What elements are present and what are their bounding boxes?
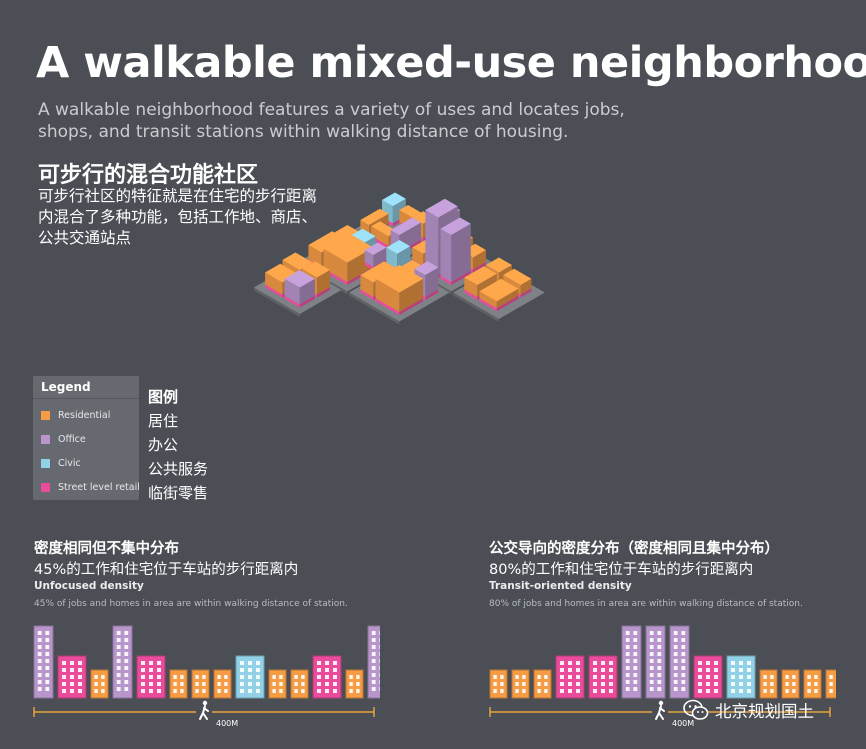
residential-building: [479, 278, 519, 312]
legend-item-label: Civic: [58, 457, 81, 469]
legend-item-label: Residential: [58, 409, 111, 421]
res-building-icon: [511, 669, 530, 699]
street-block-edge: [253, 287, 300, 317]
watermark: 北京规划国土: [683, 698, 814, 722]
transit-skyline: 400M: [489, 625, 836, 728]
res-building-icon: [90, 669, 109, 699]
res-building-icon: [290, 669, 309, 699]
residential-swatch: [41, 410, 50, 420]
wechat-icon: [683, 699, 709, 720]
retail-building-icon: [693, 655, 723, 699]
street-block-edge: [349, 292, 400, 325]
res-building-icon: [533, 669, 552, 699]
street-block-edge: [453, 292, 499, 322]
legend-cn-item: 临街零售: [148, 484, 209, 502]
legend-cn-item: 办公: [148, 436, 179, 454]
cn-title: 可步行的混合功能社区: [38, 163, 259, 188]
page-title: A walkable mixed-use neighborhood: [36, 38, 866, 88]
unfocused-cn-title: 密度相同但不集中分布: [34, 541, 179, 557]
res-building-icon: [169, 669, 188, 699]
residential-building: [375, 265, 424, 315]
legend-cn-item: 居住: [148, 412, 179, 430]
office-building: [284, 270, 315, 308]
res-building-icon: [268, 669, 287, 699]
legend-item-residential: Residential: [41, 408, 110, 422]
legend-title: Legend: [33, 376, 139, 399]
legend-item-label: Office: [58, 433, 86, 445]
legend: Legend Residential Office Civic Street l…: [33, 376, 140, 500]
office-building-icon: [112, 625, 133, 699]
office-swatch: [41, 434, 50, 444]
unfocused-skyline: 400M: [33, 625, 380, 728]
distance-label: 400M: [216, 719, 238, 728]
office-building: [440, 217, 471, 285]
legend-item-retail: Street level retail: [41, 480, 140, 494]
transit-cn-subtitle: 80%的工作和住宅位于车站的步行距离内: [489, 562, 754, 578]
res-building-icon: [489, 669, 508, 699]
buildings: [265, 192, 532, 315]
res-building-icon: [803, 669, 822, 699]
unfocused-cn-subtitle: 45%的工作和住宅位于车站的步行距离内: [34, 562, 299, 578]
unfocused-en-note: 45% of jobs and homes in area are within…: [34, 599, 348, 609]
res-building-icon: [781, 669, 800, 699]
res-building-icon: [759, 669, 778, 699]
office-building-icon: [669, 625, 690, 699]
civic-swatch: [41, 458, 50, 468]
retail-building-icon: [57, 655, 87, 699]
res-building-icon: [345, 669, 364, 699]
office-building-icon: [621, 625, 642, 699]
office-building-icon: [645, 625, 666, 699]
transit-en-title: Transit-oriented density: [489, 580, 632, 592]
civic-building-icon: [726, 655, 756, 699]
walking-person-icon: [652, 700, 668, 720]
legend-cn-item: 公共服务: [148, 460, 209, 478]
transit-en-note: 80% of jobs and homes in area are within…: [489, 599, 803, 609]
watermark-text: 北京规划国土: [715, 702, 814, 721]
civic-building-icon: [235, 655, 265, 699]
legend-cn-title: 图例: [148, 388, 179, 406]
walking-person-icon: [196, 700, 212, 720]
retail-building-icon: [588, 655, 618, 699]
res-building-icon: [825, 669, 836, 699]
legend-item-office: Office: [41, 432, 86, 446]
res-building-icon: [191, 669, 210, 699]
retail-swatch: [41, 482, 50, 492]
retail-building-icon: [136, 655, 166, 699]
unfocused-en-title: Unfocused density: [34, 580, 144, 592]
office-building-icon: [367, 625, 380, 699]
isometric-neighborhood-illustration: [253, 192, 545, 325]
legend-item-label: Street level retail: [58, 481, 140, 493]
office-building-icon: [33, 625, 54, 699]
retail-building-icon: [555, 655, 585, 699]
retail-building-icon: [312, 655, 342, 699]
cn-description: 可步行社区的特征就是在住宅的步行距离内混合了多种功能，包括工作地、商店、公共交通…: [38, 187, 318, 247]
legend-cn: 图例 居住 办公 公共服务 临街零售: [148, 385, 208, 505]
distance-label: 400M: [672, 719, 694, 728]
transit-cn-title: 公交导向的密度分布（密度相同且集中分布）: [489, 541, 779, 557]
page-subtitle: A walkable neighborhood features a varie…: [38, 100, 625, 142]
legend-item-civic: Civic: [41, 456, 81, 470]
res-building-icon: [213, 669, 232, 699]
